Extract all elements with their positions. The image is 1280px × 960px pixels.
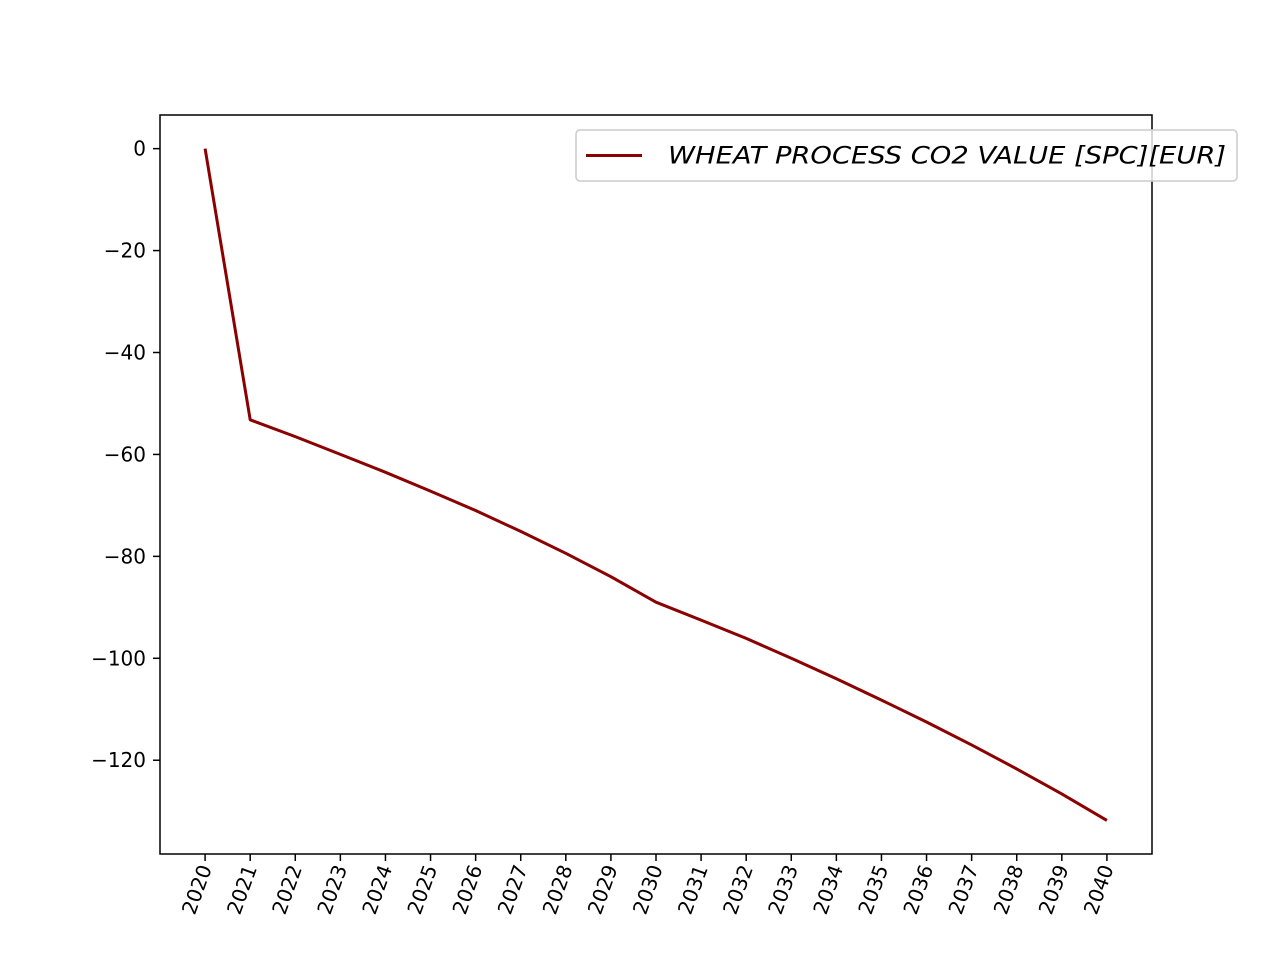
y-tick-label: −60 [104, 442, 146, 466]
legend-box [575, 129, 1238, 182]
y-tick-label: −100 [91, 646, 146, 670]
y-tick-label: −80 [104, 544, 146, 568]
y-axis: 0 −20 −40 −60 −80 −100 −120 [91, 137, 160, 772]
series-layer [203, 148, 1108, 822]
y-tick-label: 0 [133, 137, 146, 161]
y-tick-label: −120 [91, 748, 146, 772]
y-tick-label: −20 [104, 239, 146, 263]
legend: WHEAT PROCESS CO2 VALUE [SPC][EUR] [575, 129, 1238, 182]
legend-label: WHEAT PROCESS CO2 VALUE [SPC][EUR] [668, 142, 1226, 170]
plot-area-frame [159, 114, 1153, 855]
series-line [203, 148, 1108, 822]
y-tick-label: −40 [104, 340, 146, 364]
